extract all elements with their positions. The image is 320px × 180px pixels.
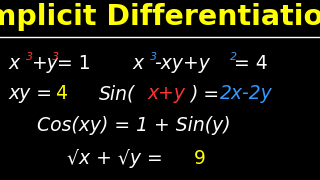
Text: -xy+y: -xy+y (154, 54, 210, 73)
Text: 2: 2 (230, 52, 237, 62)
Text: x: x (8, 54, 19, 73)
Text: 9: 9 (194, 149, 205, 168)
Text: xy =: xy = (8, 84, 58, 104)
Text: 2x-2y: 2x-2y (220, 84, 273, 104)
Text: x: x (133, 54, 144, 73)
Text: 3: 3 (150, 52, 157, 62)
Text: = 4: = 4 (234, 54, 268, 73)
Text: 4: 4 (55, 84, 68, 104)
Text: +y: +y (31, 54, 58, 73)
Text: ) =: ) = (190, 84, 225, 104)
Text: x+y: x+y (148, 84, 186, 104)
Text: 3: 3 (26, 52, 33, 62)
Text: = 1: = 1 (57, 54, 91, 73)
Text: √x + √y =: √x + √y = (67, 149, 169, 168)
Text: Implicit Differentiation: Implicit Differentiation (0, 3, 320, 31)
Text: Cos(xy) = 1 + Sin(y): Cos(xy) = 1 + Sin(y) (37, 116, 230, 135)
Text: Sin(: Sin( (99, 84, 136, 104)
Text: 3: 3 (52, 52, 59, 62)
